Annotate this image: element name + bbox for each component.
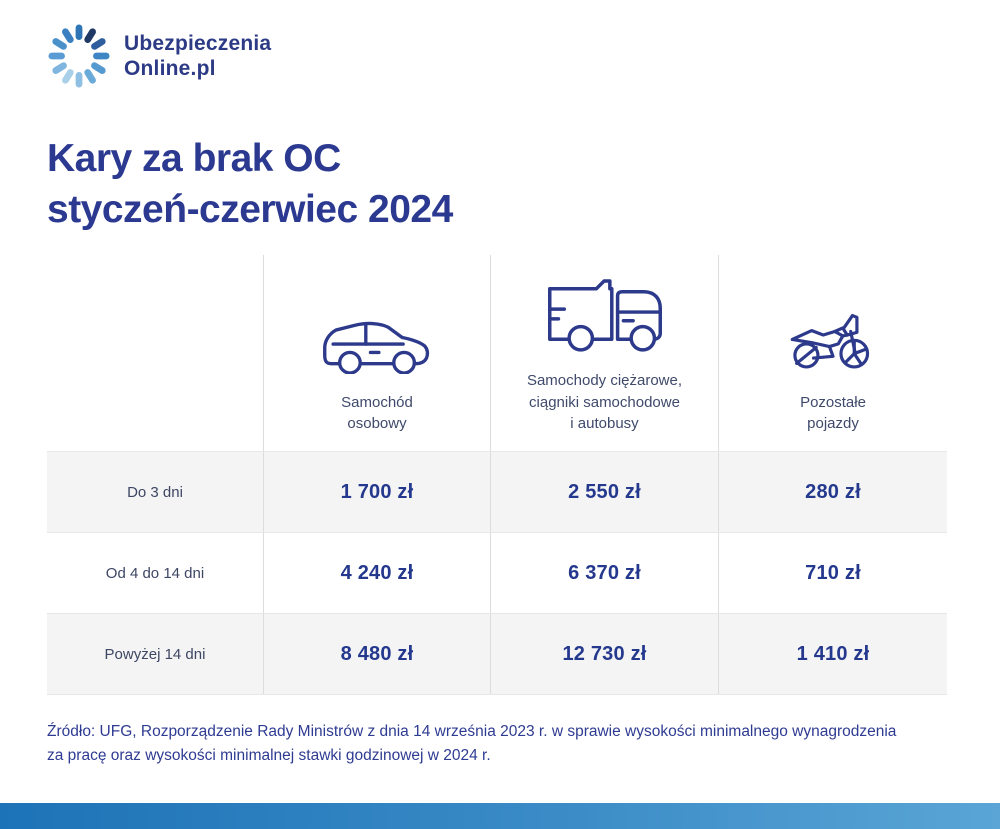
- value-cell: 6 370 zł: [490, 533, 718, 613]
- table-header-truck: Samochody ciężarowe, ciągniki samochodow…: [490, 255, 718, 451]
- column-label-car-line1: Samochód: [341, 393, 413, 411]
- logo-text-line2: Online.pl: [124, 57, 216, 80]
- value-cell: 710 zł: [718, 533, 947, 613]
- row-label-cell: Od 4 do 14 dni: [47, 533, 263, 613]
- page-title: Kary za brak OC styczeń-czerwiec 2024: [47, 134, 453, 235]
- column-label-car: Samochód osobowy: [341, 392, 413, 436]
- table-header-empty-cell: [47, 255, 263, 451]
- bottom-gradient-bar: [0, 803, 1000, 829]
- column-label-truck: Samochody ciężarowe, ciągniki samochodow…: [527, 370, 682, 435]
- column-label-car-line2: osobowy: [347, 415, 407, 433]
- row-label: Powyżej 14 dni: [104, 645, 206, 663]
- row-label: Do 3 dni: [127, 483, 183, 501]
- truck-icon: [542, 256, 668, 352]
- value-cell: 4 240 zł: [263, 533, 490, 613]
- value-cell: 1 410 zł: [718, 614, 947, 694]
- value-cell: 8 480 zł: [263, 614, 490, 694]
- table-row-do-3-dni: Do 3 dni 1 700 zł 2 550 zł 280 zł: [47, 451, 947, 533]
- value-cell: 12 730 zł: [490, 614, 718, 694]
- logo-burst-icon: [48, 24, 110, 90]
- table-header-row: Samochód osobowy: [47, 255, 947, 451]
- row-label: Od 4 do 14 dni: [105, 564, 205, 582]
- logo: Ubezpieczenia Online.pl: [48, 24, 271, 90]
- penalty-value: 8 480 zł: [340, 642, 414, 665]
- penalty-value: 710 zł: [805, 561, 861, 584]
- motorcycle-icon: [787, 278, 879, 374]
- car-icon: [321, 278, 433, 374]
- column-label-motorcycle-line1: Pozostałe: [800, 393, 866, 411]
- page-title-line1: Kary za brak OC: [47, 137, 341, 180]
- column-label-truck-line2: ciągniki samochodowe: [529, 393, 680, 411]
- table-row-powyzej-14-dni: Powyżej 14 dni 8 480 zł 12 730 zł 1 410 …: [47, 613, 947, 695]
- penalty-value: 1 700 zł: [340, 480, 414, 503]
- penalty-value: 12 730 zł: [562, 642, 647, 665]
- column-label-motorcycle-line2: pojazdy: [807, 415, 859, 433]
- penalty-table: Samochód osobowy: [47, 255, 947, 695]
- value-cell: 280 zł: [718, 452, 947, 532]
- penalty-value: 1 410 zł: [796, 642, 870, 665]
- penalty-value: 2 550 zł: [568, 480, 641, 503]
- penalty-value: 280 zł: [805, 480, 861, 503]
- page-title-line2: styczeń-czerwiec 2024: [47, 187, 453, 231]
- column-label-truck-line3: i autobusy: [570, 415, 639, 433]
- column-label-motorcycle: Pozostałe pojazdy: [800, 392, 866, 436]
- table-row-od-4-do-14-dni: Od 4 do 14 dni 4 240 zł 6 370 zł 710 zł: [47, 533, 947, 613]
- table-header-motorcycle: Pozostałe pojazdy: [718, 255, 947, 451]
- value-cell: 1 700 zł: [263, 452, 490, 532]
- row-label-cell: Do 3 dni: [47, 452, 263, 532]
- logo-text: Ubezpieczenia Online.pl: [124, 32, 271, 82]
- logo-text-line1: Ubezpieczenia: [124, 32, 272, 56]
- column-label-truck-line1: Samochody ciężarowe,: [526, 371, 683, 389]
- value-cell: 2 550 zł: [490, 452, 718, 532]
- penalty-value: 6 370 zł: [568, 561, 641, 584]
- penalty-value: 4 240 zł: [340, 561, 414, 584]
- table-header-car: Samochód osobowy: [263, 255, 490, 451]
- row-label-cell: Powyżej 14 dni: [47, 614, 263, 694]
- source-note: Źródło: UFG, Rozporządzenie Rady Ministr…: [47, 723, 897, 765]
